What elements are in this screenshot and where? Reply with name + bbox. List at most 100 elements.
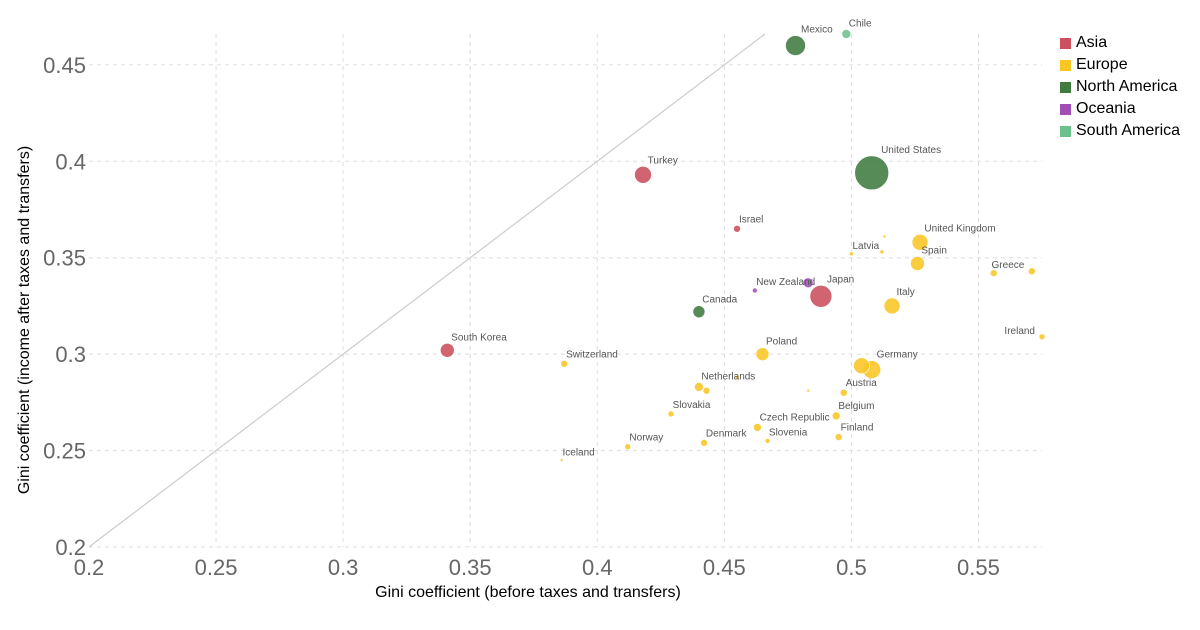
- data-label: Poland: [766, 337, 797, 348]
- x-tick-label: 0.5: [836, 555, 867, 580]
- data-point: [834, 433, 843, 441]
- legend-label: South America: [1076, 122, 1181, 139]
- data-label: Denmark: [706, 428, 748, 439]
- data-point: [879, 249, 885, 255]
- data-point: [911, 233, 929, 251]
- data-point: [853, 357, 870, 375]
- data-point: [624, 443, 632, 451]
- data-label: New Zealand: [756, 277, 815, 288]
- data-label: South Korea: [451, 332, 507, 343]
- data-label: Netherlands: [701, 371, 755, 382]
- data-point: [667, 410, 675, 418]
- data-point: [734, 374, 740, 380]
- data-label: Spain: [921, 246, 947, 257]
- legend-swatch-asia: [1060, 37, 1071, 49]
- legend: Asia Europe North America Oceania South …: [1060, 32, 1180, 142]
- data-point: [882, 234, 887, 239]
- data-point: [440, 342, 455, 358]
- data-label: Austria: [846, 378, 878, 389]
- y-tick-label: 0.45: [43, 53, 86, 78]
- legend-label: Asia: [1076, 34, 1108, 51]
- legend-item-north-america[interactable]: North America: [1060, 76, 1180, 98]
- legend-label: Europe: [1076, 56, 1128, 73]
- data-label: Canada: [702, 295, 737, 306]
- data-label: United Kingdom: [924, 223, 995, 234]
- data-label: Greece: [992, 260, 1025, 271]
- equality-line: [88, 33, 766, 548]
- data-point: [733, 224, 741, 233]
- data-label: Norway: [629, 433, 663, 444]
- legend-item-asia[interactable]: Asia: [1060, 32, 1180, 54]
- data-point: [809, 284, 833, 308]
- data-label: Italy: [896, 287, 914, 298]
- data-point: [841, 29, 852, 39]
- legend-swatch-north-america: [1060, 81, 1071, 93]
- data-label: Belgium: [838, 401, 874, 412]
- data-point: [559, 458, 564, 463]
- legend-swatch-oceania: [1060, 103, 1071, 115]
- data-point: [883, 297, 901, 315]
- legend-swatch-south-america: [1060, 125, 1071, 137]
- data-point: [839, 388, 848, 397]
- x-tick-label: 0.35: [449, 555, 492, 580]
- data-label: Israel: [739, 214, 763, 225]
- legend-item-europe[interactable]: Europe: [1060, 54, 1180, 76]
- x-tick-label: 0.55: [957, 555, 1000, 580]
- point-labels: Mexico Chile United States Turkey Israel Japa…: [451, 19, 1035, 459]
- data-label: Latvia: [853, 241, 880, 252]
- data-point: [910, 256, 925, 271]
- data-label: Slovakia: [673, 400, 711, 411]
- data-point: [854, 155, 890, 191]
- data-point: [700, 439, 708, 447]
- axis-ticks: 0.2 0.25 0.3 0.35 0.4 0.45 0.5 0.55 0.2 0.25 0.3 0.…: [43, 53, 1000, 580]
- data-label: United States: [881, 145, 941, 156]
- x-tick-label: 0.3: [328, 555, 359, 580]
- y-tick-label: 0.2: [55, 535, 86, 560]
- data-point: [989, 269, 998, 277]
- legend-item-south-america[interactable]: South America: [1060, 120, 1180, 142]
- data-point: [694, 382, 704, 392]
- legend-label: Oceania: [1076, 100, 1136, 117]
- legend-label: North America: [1076, 78, 1178, 95]
- reference-line-group: [88, 33, 766, 548]
- data-label: Finland: [841, 423, 874, 434]
- x-tick-label: 0.45: [703, 555, 746, 580]
- legend-swatch-europe: [1060, 59, 1071, 71]
- data-point: [806, 388, 810, 393]
- y-axis-title: Gini coefficient (income after taxes and…: [16, 146, 33, 494]
- x-tick-label: 0.2: [74, 555, 105, 580]
- data-points: [440, 29, 1046, 463]
- data-point: [753, 423, 762, 432]
- data-point: [560, 359, 569, 368]
- data-point: [755, 347, 770, 361]
- data-point: [849, 251, 854, 257]
- y-tick-label: 0.3: [55, 342, 86, 367]
- data-point: [802, 277, 814, 289]
- data-point: [831, 411, 841, 421]
- data-label: Germany: [877, 350, 918, 361]
- data-point: [1028, 267, 1036, 276]
- data-label: Switzerland: [566, 349, 618, 360]
- data-label: Ireland: [1004, 326, 1035, 337]
- data-label: Czech Republic: [760, 412, 830, 423]
- y-tick-label: 0.35: [43, 246, 86, 271]
- x-axis-title: Gini coefficient (before taxes and trans…: [375, 584, 681, 601]
- data-point: [785, 35, 806, 56]
- data-label: Chile: [849, 19, 872, 30]
- data-label: Japan: [827, 274, 854, 285]
- data-point: [1038, 333, 1046, 341]
- y-tick-label: 0.4: [55, 149, 86, 174]
- data-label: Iceland: [563, 448, 595, 459]
- x-tick-label: 0.4: [582, 555, 613, 580]
- data-point: [764, 438, 771, 444]
- data-label: Slovenia: [769, 427, 808, 438]
- y-tick-label: 0.25: [43, 439, 86, 464]
- data-point: [702, 386, 711, 395]
- x-tick-label: 0.25: [195, 555, 238, 580]
- data-point: [692, 305, 706, 319]
- data-label: Mexico: [801, 25, 833, 36]
- legend-item-oceania[interactable]: Oceania: [1060, 98, 1180, 120]
- data-point: [634, 165, 652, 184]
